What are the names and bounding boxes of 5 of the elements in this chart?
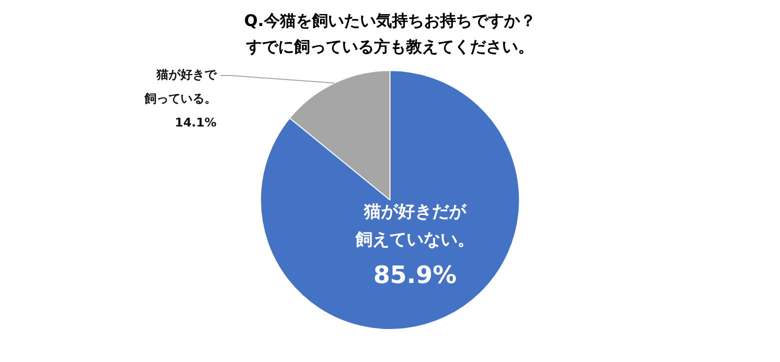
chart-title: Q.今猫を飼いたい気持ちお持ちですか？すでに飼っている方も教えてください。 [243,10,537,58]
data-label: 85.9% [373,260,457,289]
data-label: 14.1% [174,116,216,130]
slice-label: 猫が好きで飼っている。 [144,68,218,106]
slice-label: 猫が好きだが飼えていない。 [354,202,474,250]
